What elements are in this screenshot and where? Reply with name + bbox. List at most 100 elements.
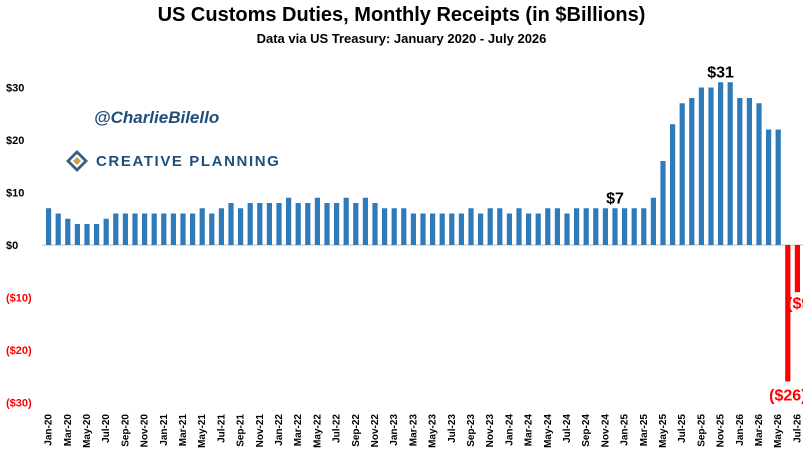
x-tick-label: Mar-25 [639,414,650,447]
bar-Apr-24 [535,213,541,245]
bar-Jul-26 [794,245,800,293]
bar-Nov-23 [487,208,493,245]
bar-Feb-20 [55,213,61,245]
bar-Dec-20 [151,213,157,245]
author-handle: @CharlieBilello [94,108,220,127]
bar-Jul-23 [449,213,455,245]
bar-Sep-23 [468,208,474,245]
x-tick-label: Nov-21 [255,414,266,448]
x-tick-label: May-22 [312,414,323,448]
x-tick-label: Sep-22 [351,414,362,447]
y-tick-label: $20 [6,135,24,147]
bar-Oct-25 [708,87,714,245]
data-label: $31 [707,64,734,81]
bar-Aug-24 [574,208,580,245]
bar-Jun-22 [324,203,330,245]
x-tick-label: Jan-24 [504,414,515,446]
bar-Jan-20 [46,208,52,245]
x-tick-label: Jul-22 [332,414,343,443]
chart-subtitle: Data via US Treasury: January 2020 - Jul… [256,31,547,46]
bar-Jun-20 [94,224,100,245]
x-tick-label: Jan-20 [44,414,55,446]
x-tick-label: Jan-26 [735,414,746,446]
bar-Jan-23 [391,208,397,245]
bar-Sep-25 [698,87,704,245]
bar-Aug-20 [113,213,119,245]
x-tick-label: Mar-21 [178,414,189,447]
x-tick-label: Sep-25 [696,414,707,447]
x-tick-label: Mar-24 [524,414,535,447]
bar-Apr-21 [190,213,196,245]
bar-Oct-23 [478,213,484,245]
bar-Sep-20 [122,213,128,245]
bar-May-23 [430,213,436,245]
x-tick-label: May-23 [428,414,439,448]
bar-Nov-22 [372,203,378,245]
x-tick-label: Nov-24 [600,414,611,448]
data-label: ($9) [787,295,803,312]
bar-Nov-21 [257,203,263,245]
x-tick-label: Sep-21 [236,414,247,447]
bar-Aug-23 [458,213,464,245]
bar-Dec-24 [612,208,618,245]
bar-Apr-20 [74,224,80,245]
bar-Jan-25 [622,208,628,245]
brand-logo: CREATIVE PLANNING [66,150,280,172]
data-label: ($26) [769,388,803,405]
x-tick-label: Mar-22 [293,414,304,447]
bar-Jan-22 [276,203,282,245]
x-tick-label: Mar-26 [754,414,765,447]
x-tick-label: Nov-22 [370,414,381,448]
y-tick-label: $10 [6,188,24,200]
x-tick-label: May-26 [773,414,784,448]
bar-Mar-25 [641,208,647,245]
bar-May-21 [199,208,205,245]
bar-Dec-23 [497,208,503,245]
bar-May-22 [314,197,320,245]
bar-Jan-21 [161,213,167,245]
bar-Sep-24 [583,208,589,245]
bar-Aug-21 [228,203,234,245]
bar-Mar-23 [410,213,416,245]
bar-Apr-26 [766,129,772,245]
bar-Aug-25 [689,98,695,245]
bar-Jul-25 [679,103,685,245]
bar-Jun-24 [554,208,560,245]
bar-Feb-22 [286,197,292,245]
bar-Dec-25 [727,82,733,245]
bar-Mar-22 [295,203,301,245]
bar-Jun-26 [785,245,791,382]
x-tick-label: Nov-20 [140,414,151,448]
data-label: $7 [606,190,624,207]
bar-Jul-20 [103,218,109,245]
bar-Jan-26 [737,98,743,245]
x-tick-label: May-20 [82,414,93,448]
x-tick-label: Jan-23 [389,414,400,446]
bar-May-26 [775,129,781,245]
bar-Nov-24 [602,208,608,245]
y-tick-label: $0 [6,240,18,252]
bar-Aug-22 [343,197,349,245]
x-tick-label: Jul-21 [216,414,227,443]
bar-Feb-26 [746,98,752,245]
bar-Jan-24 [506,213,512,245]
bar-Mar-21 [180,213,186,245]
x-tick-label: Jul-20 [101,414,112,443]
bar-May-25 [660,161,666,245]
x-tick-label: May-21 [197,414,208,448]
y-tick-label: ($30) [6,398,32,410]
x-tick-label: Jan-21 [159,414,170,446]
bar-Apr-23 [420,213,426,245]
bar-Apr-25 [650,197,656,245]
x-tick-label: Jan-22 [274,414,285,446]
y-tick-label: ($20) [6,345,32,357]
y-tick-label: $30 [6,83,24,95]
bar-Sep-22 [353,203,359,245]
x-tick-label: Sep-20 [120,414,131,447]
bar-Mar-20 [65,218,71,245]
brand-name: CREATIVE PLANNING [96,152,281,170]
x-tick-label: Jul-23 [447,414,458,443]
bar-Sep-21 [238,208,244,245]
x-tick-label: Jan-25 [620,414,631,446]
chart-title: US Customs Duties, Monthly Receipts (in … [157,4,646,26]
